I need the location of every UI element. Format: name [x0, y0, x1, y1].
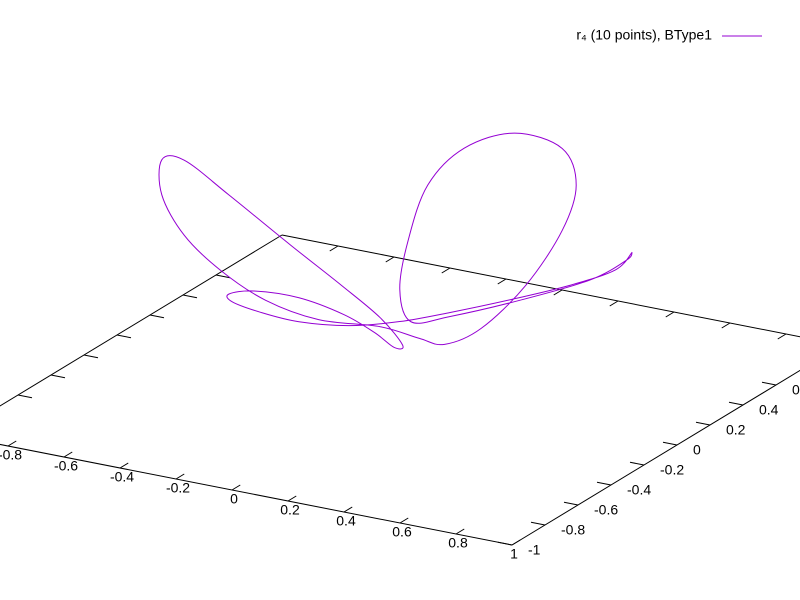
y-tick-label: -0.6: [594, 502, 618, 518]
x-tick: [497, 278, 507, 285]
x-tick-label: 0.4: [336, 513, 356, 529]
x-tick: [399, 517, 409, 524]
y-tick: [116, 334, 132, 339]
y-tick-label: 0.4: [759, 402, 779, 418]
x-tick: [7, 440, 17, 447]
axis-border: [511, 369, 800, 546]
x-tick: [385, 256, 395, 263]
x-tick: [441, 267, 451, 274]
axis-border: [0, 443, 513, 546]
x-tick: [665, 311, 675, 318]
x-tick-label: -0.2: [166, 480, 190, 496]
y-tick: [629, 461, 645, 466]
x-tick-label: 0.2: [280, 502, 300, 518]
x-tick-label: 1: [510, 546, 518, 562]
x-tick-label: -0.6: [54, 458, 78, 474]
y-tick: [563, 501, 579, 506]
x-tick: [287, 495, 297, 502]
y-tick-label: -0.8: [561, 522, 585, 538]
x-tick-label: 0: [230, 491, 238, 507]
x-tick-label: -0.4: [110, 469, 134, 485]
x-tick-label: -0.8: [0, 447, 22, 463]
y-tick: [182, 294, 198, 299]
y-tick: [50, 374, 66, 379]
y-tick-label: -0.4: [627, 482, 651, 498]
y-tick: [149, 314, 165, 319]
y-tick: [728, 401, 744, 406]
y-tick: [17, 394, 33, 399]
legend-label: r₄ (10 points), BType1: [576, 27, 712, 43]
y-tick: [761, 381, 777, 386]
y-tick-label: 0.2: [726, 422, 746, 438]
curve: [158, 132, 633, 350]
x-tick: [231, 484, 241, 491]
x-tick: [175, 473, 185, 480]
x-tick: [119, 462, 129, 469]
y-tick: [695, 421, 711, 426]
y-tick-label: 0: [693, 442, 701, 458]
x-tick-label: 0.8: [448, 535, 468, 551]
y-tick: [662, 441, 678, 446]
x-tick: [343, 506, 353, 513]
axis-border: [281, 234, 800, 338]
y-tick: [497, 541, 513, 546]
y-tick-label: 0.6: [792, 382, 800, 398]
x-tick: [609, 300, 619, 307]
y-tick-label: -1: [528, 542, 541, 558]
x-tick: [511, 539, 521, 546]
x-tick: [63, 451, 73, 458]
y-tick-label: -0.2: [660, 462, 684, 478]
y-tick: [215, 274, 231, 279]
y-tick: [83, 354, 99, 359]
x-tick: [721, 322, 731, 329]
x-tick: [455, 528, 465, 535]
x-tick: [329, 245, 339, 252]
y-tick: [530, 521, 546, 526]
axis-border: [0, 234, 283, 407]
y-tick: [596, 481, 612, 486]
x-tick: [553, 289, 563, 296]
x-tick-label: 0.6: [392, 524, 412, 540]
x-tick: [777, 333, 787, 340]
